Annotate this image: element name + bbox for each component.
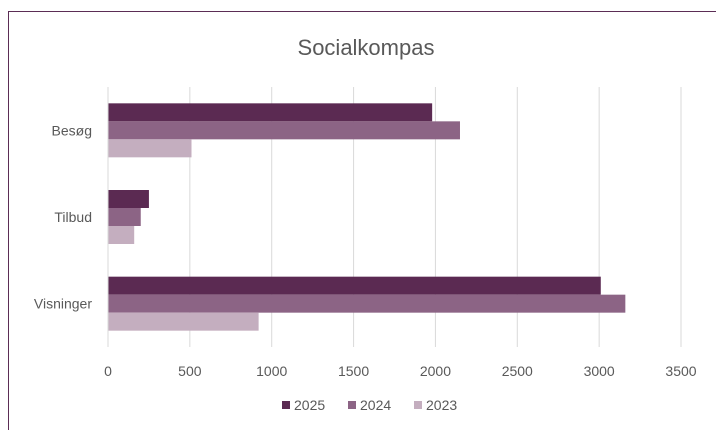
bars [108, 103, 626, 331]
frame-border-left [8, 11, 9, 430]
category-label: Tilbud [54, 209, 92, 225]
bar-2024 [108, 121, 460, 140]
legend-label: 2024 [360, 397, 391, 413]
chart-title: Socialkompas [298, 35, 435, 60]
x-tick-label: 500 [178, 363, 202, 379]
x-tick-label: 2500 [502, 363, 533, 379]
legend-swatch [348, 401, 356, 409]
x-tick-label: 3000 [584, 363, 615, 379]
legend-swatch [414, 401, 422, 409]
bar-2023 [108, 139, 192, 158]
legend-label: 2025 [294, 397, 325, 413]
category-label: Visninger [34, 296, 92, 312]
bar-2025 [108, 276, 601, 295]
bar-2024 [108, 208, 141, 226]
x-tick-label: 3500 [665, 363, 696, 379]
x-tick-label: 1500 [338, 363, 369, 379]
legend-swatch [282, 401, 290, 409]
bar-2023 [108, 312, 259, 331]
legend: 2025 2024 2023 [282, 397, 457, 413]
axes: 0 500 1000 1500 2000 2500 3000 3500 Besøg Tilbud V… [34, 87, 697, 379]
category-label: Besøg [52, 122, 92, 138]
x-tick-label: 1000 [256, 363, 287, 379]
frame-border-top [8, 11, 716, 12]
bar-2025 [108, 103, 433, 122]
bar-2024 [108, 294, 626, 313]
bar-2025 [108, 190, 149, 208]
legend-label: 2023 [426, 397, 457, 413]
x-tick-label: 0 [104, 363, 112, 379]
x-tick-label: 2000 [420, 363, 451, 379]
bar-2023 [108, 226, 135, 244]
